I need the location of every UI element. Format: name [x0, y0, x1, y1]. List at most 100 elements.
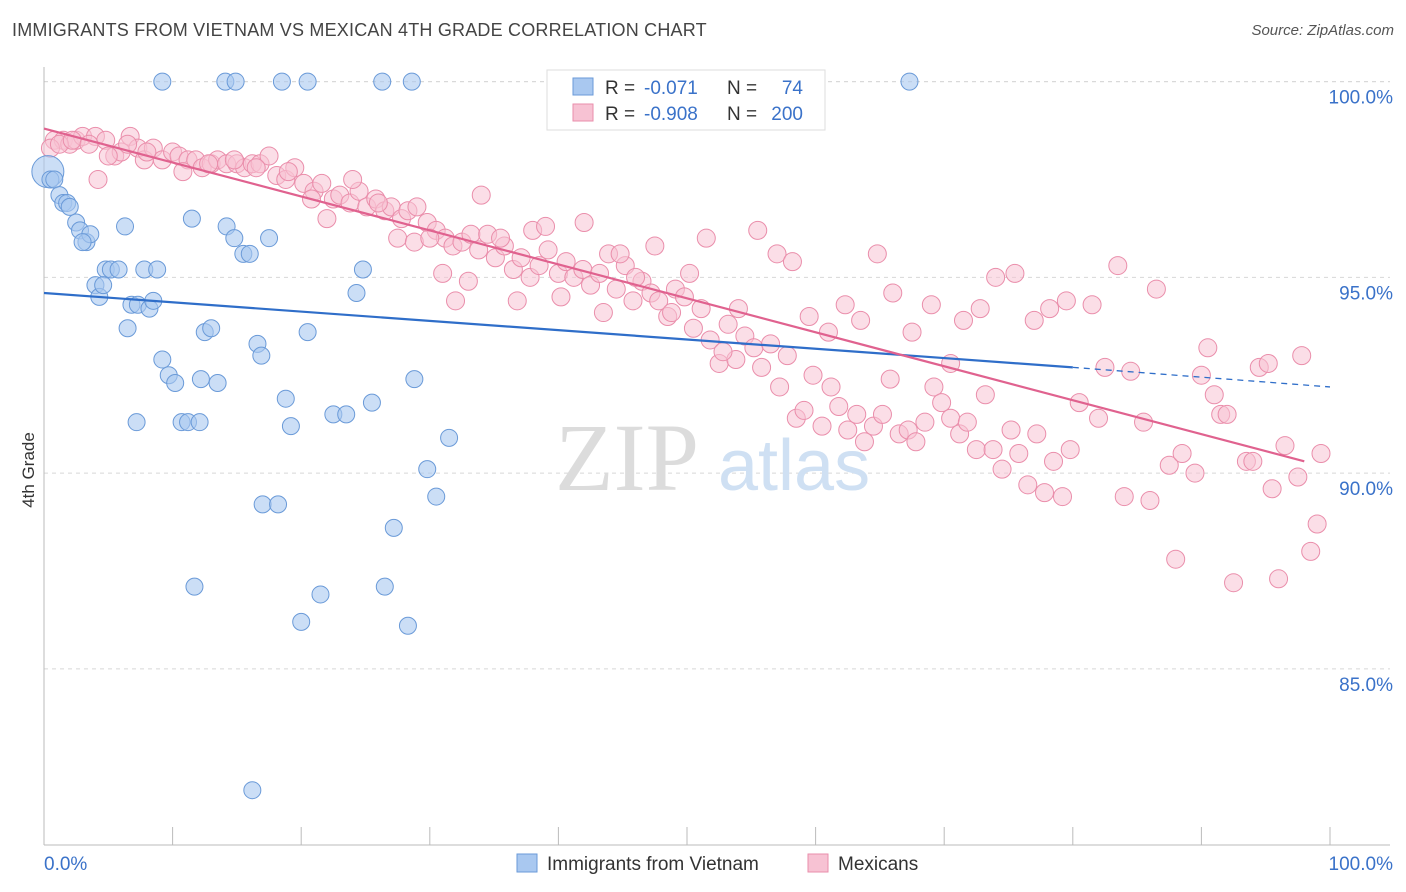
data-point-mexicans [1198, 338, 1218, 358]
data-point-vietnam [402, 72, 421, 91]
y-axis-label: 4th Grade [19, 432, 38, 508]
y-tick-label: 85.0% [1339, 675, 1393, 696]
data-point-mexicans [970, 299, 990, 319]
data-point-mexicans [1056, 291, 1076, 311]
trend-line-mexicans [43, 127, 1305, 463]
data-point-mexicans [536, 216, 556, 236]
axes [43, 67, 1390, 846]
data-point-vietnam [281, 417, 300, 436]
data-point-vietnam [253, 495, 272, 514]
data-point-mexicans [1275, 436, 1295, 456]
data-point-mexicans [458, 271, 478, 291]
data-point-mexicans [953, 310, 973, 330]
data-point-mexicans [343, 169, 363, 189]
data-point-mexicans [752, 357, 772, 377]
data-point-vietnam [269, 495, 288, 514]
data-point-vietnam [292, 612, 311, 631]
watermark-atlas: atlas [718, 426, 870, 506]
data-point-mexicans [645, 236, 665, 256]
tick-labels: 100.0% 95.0% 90.0% 85.0% 0.0% 100.0% [44, 88, 1393, 875]
data-point-mexicans [1166, 549, 1186, 569]
data-point-mexicans [259, 146, 279, 166]
data-point-mexicans [829, 397, 849, 417]
data-point-mexicans [906, 432, 926, 452]
data-point-mexicans [1301, 541, 1321, 561]
data-point-mexicans [966, 440, 986, 460]
data-point-vietnam [375, 577, 394, 596]
data-point-vietnam [225, 229, 244, 248]
legend-n-value-blue: 74 [782, 78, 804, 99]
data-point-vietnam [94, 276, 113, 295]
data-point-vietnam [153, 350, 172, 369]
data-point-mexicans [986, 267, 1006, 287]
y-tick-label: 100.0% [1329, 88, 1394, 109]
data-point-mexicans [312, 173, 332, 193]
data-point-mexicans [777, 346, 797, 366]
data-point-mexicans [224, 150, 244, 170]
data-point-vietnam [900, 72, 919, 91]
data-point-mexicans [854, 432, 874, 452]
data-point-mexicans [867, 244, 887, 264]
data-point-mexicans [1053, 487, 1073, 507]
bottom-legend-swatch-blue [516, 853, 538, 873]
data-point-mexicans [491, 228, 511, 248]
watermark-zip: ZIP [555, 404, 699, 511]
data-point-mexicans [915, 412, 935, 432]
data-point-mexicans [1035, 483, 1055, 503]
legend-n-label-blue: N = [727, 78, 757, 99]
data-point-vietnam [418, 460, 437, 479]
data-point-mexicans [538, 240, 558, 260]
data-point-mexicans [1269, 569, 1289, 589]
data-point-mexicans [433, 263, 453, 283]
data-point-mexicans [902, 322, 922, 342]
data-point-mexicans [246, 158, 266, 178]
data-point-vietnam [240, 244, 259, 263]
data-point-mexicans [761, 334, 781, 354]
data-point-mexicans [1018, 475, 1038, 495]
data-point-mexicans [1044, 451, 1064, 471]
data-point-mexicans [748, 220, 768, 240]
bottom-legend-label-pink: Mexicans [838, 854, 918, 875]
data-point-mexicans [1108, 256, 1128, 276]
data-point-mexicans [932, 393, 952, 413]
data-point-mexicans [799, 306, 819, 326]
data-point-mexicans [975, 385, 995, 405]
data-point-mexicans [713, 342, 733, 362]
legend-n-value-pink: 200 [771, 104, 803, 125]
data-point-mexicans [728, 299, 748, 319]
x-tick-label: 100.0% [1329, 854, 1394, 875]
data-point-vietnam [427, 487, 446, 506]
data-point-vietnam [384, 518, 403, 537]
legend-r-value-blue: -0.071 [644, 78, 698, 99]
legend-swatch-blue [572, 77, 594, 96]
data-point-mexicans [1040, 299, 1060, 319]
data-point-mexicans [593, 303, 613, 323]
data-point-mexicans [1224, 573, 1244, 593]
data-point-mexicans [1191, 365, 1211, 385]
data-point-vietnam [45, 170, 64, 189]
data-point-mexicans [794, 400, 814, 420]
data-point-mexicans [368, 193, 388, 213]
data-point-mexicans [1172, 444, 1192, 463]
legend-swatch-pink [572, 103, 594, 122]
data-point-vietnam [166, 374, 185, 393]
data-point-mexicans [388, 228, 408, 248]
data-point-mexicans [782, 252, 802, 272]
data-point-mexicans [767, 244, 787, 264]
data-point-mexicans [1024, 310, 1044, 330]
data-point-mexicans [696, 228, 716, 248]
data-point-vietnam [311, 585, 330, 604]
data-point-mexicans [921, 295, 941, 315]
data-point-vietnam [398, 616, 417, 635]
data-point-mexicans [551, 287, 571, 307]
data-point-mexicans [420, 228, 440, 248]
data-point-vietnam [373, 72, 392, 91]
trend-line-vietnam-extension [1072, 366, 1331, 388]
data-point-vietnam [276, 389, 295, 408]
data-point-mexicans [812, 416, 832, 436]
data-point-vietnam [60, 197, 79, 216]
data-point-mexicans [1089, 408, 1109, 428]
bottom-legend-swatch-pink [807, 853, 829, 873]
data-point-vietnam [298, 323, 317, 342]
